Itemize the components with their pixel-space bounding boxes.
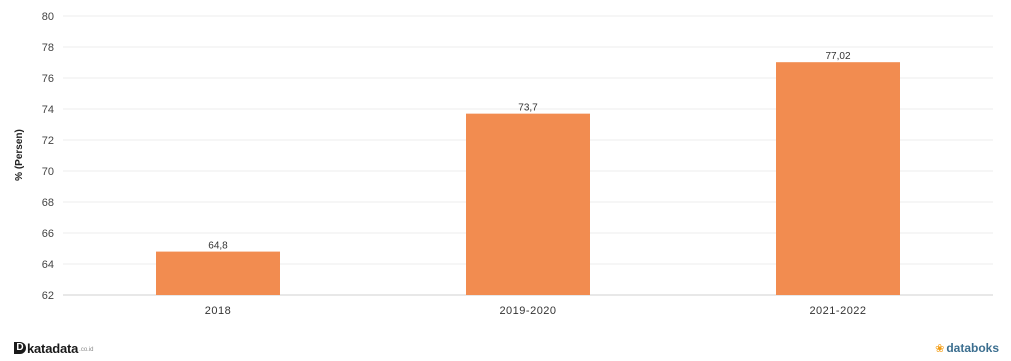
y-tick-label: 70 xyxy=(42,166,54,178)
bar-2018[interactable] xyxy=(156,251,280,295)
y-tick-label: 80 xyxy=(42,11,54,23)
katadata-logo: D katadata .co.id xyxy=(14,340,94,356)
y-tick-label: 76 xyxy=(42,73,54,85)
y-axis-label: % (Persen) xyxy=(14,129,25,181)
data-label: 77,02 xyxy=(825,51,850,62)
bar-2021-2022[interactable] xyxy=(776,62,900,295)
y-tick-label: 78 xyxy=(42,42,54,54)
databoks-wordmark: databoks xyxy=(946,341,999,355)
katadata-wordmark: katadata xyxy=(27,340,79,356)
data-label: 73,7 xyxy=(518,103,538,114)
y-tick-label: 62 xyxy=(42,290,54,302)
databoks-logo: ❀ databoks xyxy=(935,340,999,356)
katadata-mark-icon: D xyxy=(14,342,26,354)
katadata-domain: .co.id xyxy=(79,347,94,353)
y-tick-label: 68 xyxy=(42,197,54,209)
y-tick-label: 66 xyxy=(42,228,54,240)
y-tick-label: 74 xyxy=(42,104,54,116)
data-label: 64,8 xyxy=(208,241,228,252)
x-category-label: 2018 xyxy=(205,305,231,317)
bars xyxy=(156,62,900,296)
databoks-sprout-icon: ❀ xyxy=(935,342,945,355)
x-axis-categories: 2018 2019-2020 2021-2022 xyxy=(205,305,866,317)
y-tick-label: 64 xyxy=(42,259,54,271)
data-labels: 64,8 73,7 77,02 xyxy=(208,51,851,251)
x-category-label: 2019-2020 xyxy=(499,305,556,317)
x-category-label: 2021-2022 xyxy=(809,305,866,317)
y-tick-label: 72 xyxy=(42,135,54,147)
bar-2019-2020[interactable] xyxy=(466,113,590,296)
y-axis-ticks: 62 64 66 68 70 72 74 76 78 80 xyxy=(42,11,54,302)
